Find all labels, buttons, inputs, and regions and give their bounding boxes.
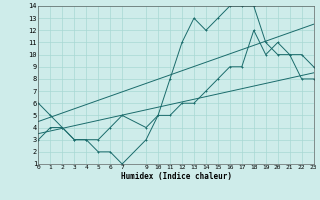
X-axis label: Humidex (Indice chaleur): Humidex (Indice chaleur) xyxy=(121,172,231,181)
